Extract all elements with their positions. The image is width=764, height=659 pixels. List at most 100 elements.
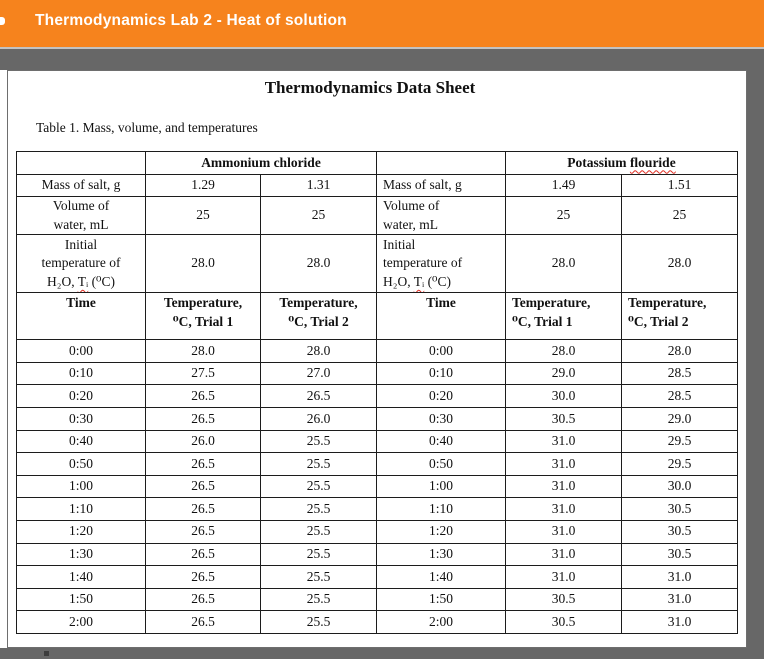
temp-cell: 26.5 (145, 587, 261, 612)
table-row: 0:40 26.0 25.5 0:40 31.0 29.5 (16, 429, 738, 454)
trial1-header-right: Temperature, ⁰C, Trial 1 (505, 292, 622, 341)
initial-temp-row: Initial temperature of H₂O, Tᵢ (⁰C) 28.0 2… (16, 234, 738, 294)
time-cell: 1:30 (376, 542, 506, 567)
table-row: 2:00 26.5 25.5 2:00 30.5 31.0 (16, 610, 738, 634)
temp-cell: 26.0 (260, 407, 377, 431)
empty-cell (16, 151, 146, 175)
temp-cell: 28.5 (621, 361, 738, 386)
temp-cell: 31.0 (621, 610, 738, 634)
titlebar-divider (0, 47, 764, 49)
temp-cell: 26.5 (145, 497, 261, 521)
table-row: 1:30 26.5 25.5 1:30 31.0 30.5 (16, 542, 738, 567)
column-header-row: Time Temperature, ⁰C, Trial 1 Temperature… (16, 292, 738, 341)
time-cell: 2:00 (16, 610, 146, 634)
back-icon[interactable] (0, 17, 5, 25)
temp-cell: 30.5 (621, 542, 738, 567)
time-cell: 1:10 (376, 497, 506, 521)
time-cell: 1:10 (16, 497, 146, 521)
mass-label-left: Mass of salt, g (16, 174, 146, 197)
mass-value: 1.29 (145, 174, 261, 197)
trial1-header-left: Temperature, ⁰C, Trial 1 (145, 292, 261, 341)
volume-label-right: Volume of water, mL (376, 195, 506, 236)
time-cell: 1:40 (376, 565, 506, 589)
temp-cell: 28.0 (260, 339, 377, 363)
temp-cell: 26.5 (145, 610, 261, 634)
initial-temp-label-left: Initial temperature of H₂O, Tᵢ (⁰C) (16, 234, 146, 294)
app-title: Thermodynamics Lab 2 - Heat of solution (35, 12, 347, 29)
temp-cell: 26.5 (145, 565, 261, 589)
table-row: 0:30 26.5 26.0 0:30 30.5 29.0 (16, 407, 738, 431)
temp-cell: 29.0 (621, 407, 738, 431)
temp-cell: 26.5 (260, 384, 377, 409)
temp-cell: 26.5 (145, 520, 261, 544)
temp-cell: 31.0 (505, 565, 622, 589)
temp-cell: 25.5 (260, 587, 377, 612)
time-cell: 1:30 (16, 542, 146, 567)
volume-row: Volume of water, mL 25 25 Volume of water,… (16, 195, 738, 236)
time-cell: 0:10 (16, 361, 146, 386)
time-cell: 0:50 (376, 452, 506, 476)
temp-cell: 28.0 (145, 339, 261, 363)
initial-temp-label-right: Initial temperature of H₂O, Tᵢ (⁰C) (376, 234, 506, 294)
temp-cell: 28.0 (621, 339, 738, 363)
temp-cell: 26.0 (145, 429, 261, 454)
temp-cell: 26.5 (145, 542, 261, 567)
mass-value: 1.31 (260, 174, 377, 197)
table-row: 0:10 27.5 27.0 0:10 29.0 28.5 (16, 361, 738, 386)
temp-cell: 30.5 (505, 610, 622, 634)
table-row: 0:20 26.5 26.5 0:20 30.0 28.5 (16, 384, 738, 409)
salt-name-right: Potassium flouride (505, 151, 738, 175)
volume-value: 25 (505, 195, 622, 236)
data-table: Ammonium chloride Potassium flouride Mas… (16, 151, 738, 634)
temp-cell: 25.5 (260, 474, 377, 499)
time-cell: 0:10 (376, 361, 506, 386)
left-margin-strip (0, 70, 7, 648)
time-cell: 1:00 (16, 474, 146, 499)
temp-cell: 30.5 (621, 497, 738, 521)
temp-cell: 31.0 (505, 497, 622, 521)
mass-label-right: Mass of salt, g (376, 174, 506, 197)
temp-cell: 25.5 (260, 610, 377, 634)
table-row: 1:50 26.5 25.5 1:50 30.5 31.0 (16, 587, 738, 612)
initial-temp-value: 28.0 (145, 234, 261, 294)
volume-value: 25 (621, 195, 738, 236)
temp-cell: 31.0 (621, 565, 738, 589)
time-cell: 0:00 (16, 339, 146, 363)
time-cell: 0:20 (16, 384, 146, 409)
temp-cell: 26.5 (145, 407, 261, 431)
temp-cell: 26.5 (145, 384, 261, 409)
time-cell: 1:50 (16, 587, 146, 612)
initial-temp-value: 28.0 (621, 234, 738, 294)
time-cell: 0:20 (376, 384, 506, 409)
temp-cell: 28.0 (505, 339, 622, 363)
temp-cell: 26.5 (145, 452, 261, 476)
temp-cell: 31.0 (505, 452, 622, 476)
salt-name-left: Ammonium chloride (145, 151, 377, 175)
temp-cell: 29.5 (621, 429, 738, 454)
temp-cell: 31.0 (621, 587, 738, 612)
cropped-text-fragment (44, 651, 49, 656)
trial2-header-left: Temperature, ⁰C, Trial 2 (260, 292, 377, 341)
temp-cell: 25.5 (260, 497, 377, 521)
temp-cell: 31.0 (505, 542, 622, 567)
document-title: Thermodynamics Data Sheet (264, 78, 476, 97)
salt-name-row: Ammonium chloride Potassium flouride (16, 151, 738, 175)
document-page: Thermodynamics Data Sheet Table 1. Mass,… (7, 70, 747, 648)
time-cell: 1:00 (376, 474, 506, 499)
empty-cell (376, 151, 506, 175)
temp-cell: 30.5 (505, 587, 622, 612)
temp-cell: 30.0 (621, 474, 738, 499)
time-cell: 0:50 (16, 452, 146, 476)
temp-cell: 25.5 (260, 565, 377, 589)
temp-cell: 27.0 (260, 361, 377, 386)
app-titlebar: Thermodynamics Lab 2 - Heat of solution (0, 0, 764, 47)
mass-value: 1.51 (621, 174, 738, 197)
temp-cell: 31.0 (505, 520, 622, 544)
mass-value: 1.49 (505, 174, 622, 197)
temp-cell: 25.5 (260, 452, 377, 476)
temp-cell: 28.5 (621, 384, 738, 409)
volume-label-left: Volume of water, mL (16, 195, 146, 236)
mass-row: Mass of salt, g 1.29 1.31 Mass of salt, … (16, 174, 738, 197)
temp-cell: 29.5 (621, 452, 738, 476)
temp-cell: 30.0 (505, 384, 622, 409)
